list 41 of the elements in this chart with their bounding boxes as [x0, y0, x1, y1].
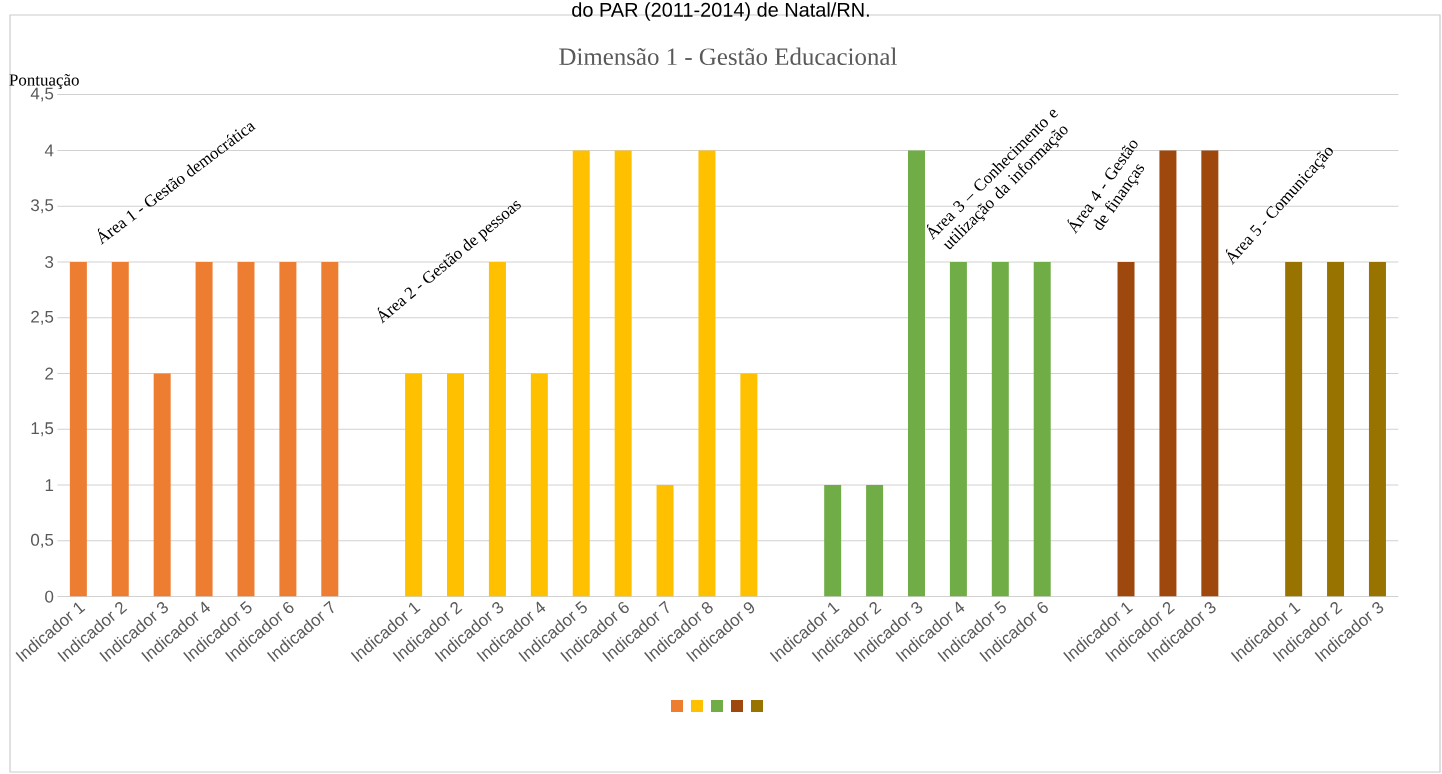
- bar: [1327, 261, 1345, 597]
- y-tick-label: 4: [44, 144, 54, 157]
- bar: [279, 261, 297, 597]
- bar: [614, 150, 632, 597]
- bar: [1117, 261, 1135, 597]
- bar: [907, 150, 925, 597]
- bar: [1285, 261, 1303, 597]
- bar: [991, 261, 1009, 597]
- y-tick-label: 1: [45, 479, 54, 491]
- bar: [69, 261, 87, 597]
- bar: [447, 373, 465, 597]
- bar: [405, 373, 423, 597]
- text: do PAR (2011-2014) de Natal/RN.: [572, 2, 869, 21]
- bar: [488, 261, 506, 597]
- y-tick-label: 3: [45, 255, 54, 268]
- bar: [111, 261, 129, 597]
- bar: [321, 261, 339, 597]
- bar: [237, 261, 255, 597]
- bar: [698, 150, 716, 597]
- bar: [1368, 261, 1386, 597]
- y-tick-label: 0: [45, 590, 54, 603]
- y-tick-label: 2: [45, 367, 54, 380]
- bar: [1033, 261, 1051, 597]
- bar: [824, 485, 842, 597]
- y-axis-title: Pontuação: [9, 74, 79, 90]
- bar: [1201, 150, 1219, 597]
- y-tick-label: 4,5: [30, 87, 54, 102]
- y-tick-label: 3,5: [30, 199, 54, 214]
- y-tick-label: 1,5: [31, 422, 54, 437]
- bar: [656, 485, 674, 597]
- bar: [572, 150, 590, 597]
- bar: [1159, 150, 1177, 597]
- bar: [195, 261, 213, 597]
- y-tick-label: 2,5: [31, 310, 54, 325]
- bar: [740, 373, 758, 597]
- bar: [866, 485, 884, 597]
- chart-title: Dimensão 1 - Gestão Educacional: [559, 47, 897, 66]
- bar: [949, 261, 967, 597]
- y-tick-label: 0,5: [31, 533, 54, 548]
- bar: [530, 373, 548, 597]
- bar: [153, 373, 171, 597]
